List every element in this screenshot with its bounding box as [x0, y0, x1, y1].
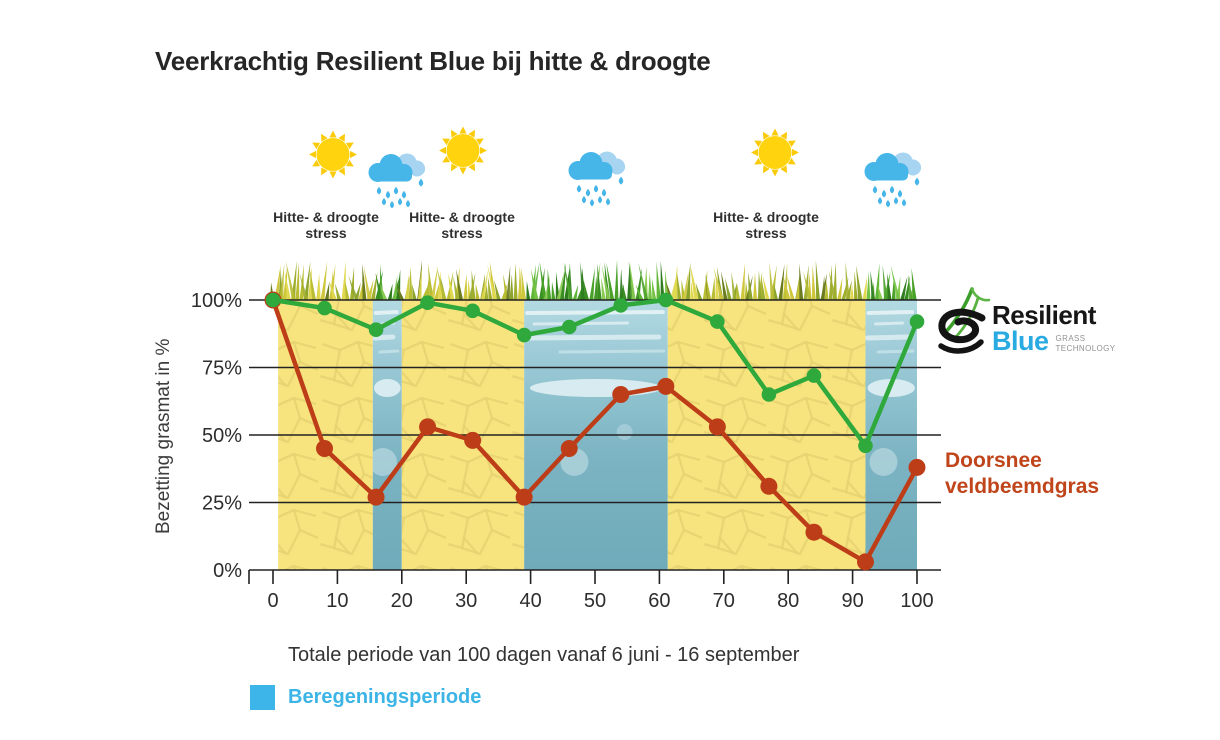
y-tick-label: 100%	[191, 290, 242, 312]
data-point-doorsnee-veldbeemdgras	[560, 440, 578, 457]
data-point-doorsnee-veldbeemdgras	[908, 458, 926, 476]
x-tick-label: 0	[267, 590, 278, 612]
series-line-resilient-blue	[270, 297, 920, 449]
logo-tagline: GRASS TECHNOLOGY	[1055, 334, 1116, 353]
logo-word-resilient: Resilient	[992, 300, 1096, 330]
data-point-resilient-blue	[858, 438, 873, 454]
logo-mark-icon	[938, 287, 991, 354]
data-point-doorsnee-veldbeemdgras	[657, 377, 675, 395]
legend: Beregeningsperiode	[250, 685, 481, 710]
data-point-doorsnee-veldbeemdgras	[515, 488, 533, 506]
x-tick-label: 90	[841, 590, 863, 612]
data-point-resilient-blue	[465, 303, 480, 319]
x-tick-label: 50	[584, 590, 606, 612]
x-axis-caption: Totale periode van 100 dagen vanaf 6 jun…	[288, 644, 800, 666]
rain-cloud-icon	[563, 147, 633, 212]
x-tick-label: 10	[326, 590, 348, 612]
data-point-resilient-blue	[761, 387, 777, 402]
data-point-doorsnee-veldbeemdgras	[316, 440, 334, 457]
logo-word-blue: Blue	[992, 326, 1049, 356]
x-tick-label: 30	[455, 590, 477, 612]
data-point-doorsnee-veldbeemdgras	[419, 418, 437, 436]
resilient-blue-logo: Resilient Blue GRASS TECHNOLOGY	[932, 286, 1116, 360]
y-tick-label: 50%	[202, 425, 242, 447]
page-title: Veerkrachtig Resilient Blue bij hitte & …	[155, 46, 711, 76]
data-point-resilient-blue	[806, 368, 822, 383]
water-texture	[865, 310, 915, 476]
stress-label: Hitte- & droogte stress	[713, 209, 819, 242]
irrigation-swatch	[250, 685, 275, 710]
data-point-resilient-blue	[658, 292, 674, 308]
x-tick-label: 20	[391, 590, 413, 612]
irrigation-legend-label: Beregeningsperiode	[288, 686, 482, 708]
data-point-doorsnee-veldbeemdgras	[708, 418, 726, 436]
data-point-resilient-blue	[561, 319, 577, 335]
data-point-resilient-blue	[516, 327, 532, 343]
sun-icon	[742, 120, 808, 191]
x-tick-label: 60	[648, 590, 670, 612]
y-tick-label: 75%	[202, 358, 242, 380]
series-line-doorsnee-veldbeemdgras	[270, 297, 920, 565]
y-tick-label: 0%	[213, 560, 242, 582]
stress-label: Hitte- & droogte stress	[409, 209, 515, 242]
grass-illustration	[270, 260, 917, 300]
rain-cloud-icon	[363, 149, 433, 214]
data-point-resilient-blue	[420, 295, 435, 311]
data-point-doorsnee-veldbeemdgras	[464, 431, 482, 449]
data-point-resilient-blue	[368, 322, 384, 338]
data-point-doorsnee-veldbeemdgras	[760, 477, 778, 495]
data-point-resilient-blue	[909, 314, 925, 329]
data-point-doorsnee-veldbeemdgras	[367, 488, 385, 506]
rain-cloud-icon	[859, 148, 929, 213]
x-tick-label: 40	[519, 590, 541, 612]
x-tick-label: 70	[713, 590, 735, 612]
y-tick-label: 25%	[202, 493, 242, 515]
x-tick-label: 80	[777, 590, 799, 612]
data-point-resilient-blue	[613, 298, 629, 313]
data-point-resilient-blue	[265, 292, 281, 308]
series-label-doorsnee: Doorsnee veldbeemdgras	[945, 449, 1100, 499]
data-point-doorsnee-veldbeemdgras	[612, 386, 630, 403]
data-point-resilient-blue	[710, 314, 725, 329]
data-point-doorsnee-veldbeemdgras	[805, 523, 823, 541]
x-tick-label: 100	[900, 590, 933, 612]
water-texture	[372, 310, 401, 476]
sun-icon	[430, 118, 496, 189]
stress-label: Hitte- & droogte stress	[273, 209, 379, 242]
y-axis-title: Bezetting grasmat in %	[153, 338, 174, 534]
data-point-doorsnee-veldbeemdgras	[856, 553, 874, 571]
sun-icon	[300, 122, 366, 193]
data-point-resilient-blue	[317, 300, 332, 316]
